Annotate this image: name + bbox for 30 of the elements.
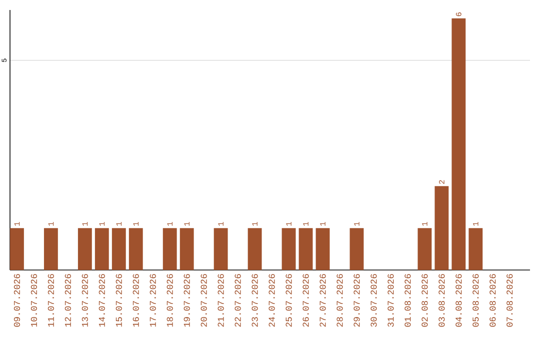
x-tick-label: 26.07.2026 — [302, 274, 309, 327]
x-tick-label: 18.07.2026 — [166, 274, 173, 327]
x-tick-label: 28.07.2026 — [336, 274, 343, 327]
x-tick-label: 20.07.2026 — [200, 274, 207, 327]
x-tick-label: 16.07.2026 — [132, 274, 139, 327]
x-tick-label: 14.07.2026 — [98, 274, 105, 327]
x-tick-label: 24.07.2026 — [268, 274, 275, 327]
x-tick-label: 01.08.2026 — [404, 274, 411, 327]
x-tick-label: 04.08.2026 — [456, 274, 462, 327]
x-tick-label: 29.07.2026 — [354, 274, 360, 327]
x-tick-label: 25.07.2026 — [286, 274, 292, 327]
x-tick-label: 10.07.2026 — [30, 274, 38, 327]
x-tick-label: 12.07.2026 — [64, 274, 71, 327]
x-tick-label: 30.07.2026 — [370, 274, 377, 327]
x-tick-label: 05.08.2026 — [472, 274, 479, 327]
x-tick-label: 03.08.2026 — [438, 274, 445, 327]
x-tick-label: 13.07.2026 — [82, 274, 88, 327]
x-tick-label: 15.07.2026 — [116, 274, 122, 327]
x-tick-label: 31.07.2026 — [388, 274, 394, 327]
x-tick-label: 06.08.2026 — [490, 274, 496, 327]
x-tick-label: 21.07.2026 — [218, 274, 224, 327]
x-tick-label: 17.07.2026 — [150, 274, 156, 327]
x-tick-label: 07.08.2026 — [506, 274, 513, 327]
x-tick-label: 23.07.2026 — [252, 274, 258, 327]
x-tick-label: 22.07.2026 — [234, 274, 241, 327]
x-tick-label: 02.08.2026 — [422, 274, 428, 327]
x-tick-label: 27.07.2026 — [320, 274, 326, 327]
x-tick-label: 11.07.2026 — [48, 274, 54, 327]
x-tick-label: 19.07.2026 — [184, 274, 190, 327]
x-tick-label: 09.07.2026 — [14, 274, 20, 327]
